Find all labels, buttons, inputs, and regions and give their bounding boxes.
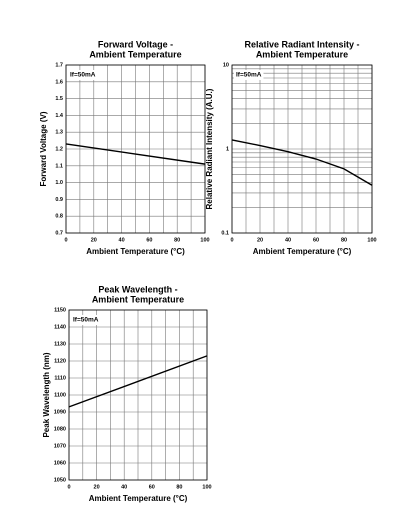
x-tick-label: 80 (174, 237, 180, 243)
annotation: If=50mA (236, 72, 262, 79)
x-axis-label: Ambient Temperature (°C) (86, 247, 185, 256)
x-tick-label: 0 (64, 237, 67, 243)
y-tick-label: 1140 (54, 324, 66, 330)
x-axis-label: Ambient Temperature (°C) (89, 494, 188, 503)
y-tick-label: 1 (226, 146, 229, 152)
x-tick-label: 0 (67, 484, 70, 490)
y-tick-label: 1.0 (55, 180, 63, 186)
chart-title: Ambient Temperature (256, 49, 348, 59)
y-tick-label: 1060 (54, 460, 66, 466)
x-tick-label: 100 (367, 237, 376, 243)
annotation: If=50mA (73, 317, 99, 324)
y-tick-label: 1.1 (55, 163, 63, 169)
y-axis-label: Relative Radiant Intensity (A.U.) (205, 88, 214, 209)
y-tick-label: 1.5 (55, 96, 63, 102)
chart-title: Forward Voltage - (98, 39, 173, 49)
x-tick-label: 80 (341, 237, 347, 243)
y-tick-label: 1050 (54, 477, 66, 483)
x-tick-label: 40 (121, 484, 127, 490)
chart-title: Ambient Temperature (92, 294, 184, 304)
y-axis-label: Forward Voltage (V) (39, 111, 48, 186)
chart-title: Relative Radiant Intensity - (244, 39, 359, 49)
annotation-bg (68, 70, 98, 80)
y-tick-label: 1.7 (55, 62, 63, 68)
x-axis-label: Ambient Temperature (°C) (253, 247, 352, 256)
y-tick-label: 0.8 (55, 214, 63, 220)
annotation-bg (234, 70, 264, 80)
y-tick-label: 1150 (54, 307, 66, 313)
data-line (68, 355, 208, 408)
x-tick-label: 100 (202, 484, 211, 490)
y-tick-label: 1080 (54, 426, 66, 432)
y-tick-label: 1130 (54, 341, 66, 347)
x-tick-label: 40 (285, 237, 291, 243)
x-tick-label: 80 (176, 484, 182, 490)
x-tick-label: 20 (91, 237, 97, 243)
x-tick-label: 60 (146, 237, 152, 243)
y-tick-label: 1.2 (55, 146, 63, 152)
y-tick-label: 0.9 (55, 197, 63, 203)
y-tick-label: 1.3 (55, 130, 63, 136)
chart-title: Peak Wavelength - (98, 284, 177, 294)
plot-frame (231, 64, 373, 234)
y-axis-label: Peak Wavelength (nm) (42, 352, 51, 437)
y-tick-label: 1120 (54, 358, 66, 364)
x-tick-label: 20 (94, 484, 100, 490)
y-tick-label: 0.1 (221, 230, 229, 236)
y-tick-label: 1100 (54, 392, 66, 398)
y-tick-label: 1110 (54, 375, 66, 381)
chart-title: Ambient Temperature (89, 49, 181, 59)
y-tick-label: 1090 (54, 409, 66, 415)
y-tick-label: 1.4 (55, 113, 64, 119)
x-tick-label: 100 (200, 237, 209, 243)
data-line (65, 143, 206, 165)
annotation-bg (71, 315, 101, 325)
y-tick-label: 10 (223, 62, 229, 68)
x-tick-label: 0 (230, 237, 233, 243)
data-line (231, 139, 373, 186)
x-tick-label: 20 (257, 237, 263, 243)
x-tick-label: 60 (149, 484, 155, 490)
y-tick-label: 1.6 (55, 79, 63, 85)
y-tick-label: 1070 (54, 443, 66, 449)
annotation: If=50mA (70, 72, 96, 79)
plot-frame (65, 64, 206, 234)
y-tick-label: 0.7 (55, 230, 63, 236)
plot-frame (68, 309, 208, 481)
x-tick-label: 40 (119, 237, 125, 243)
x-tick-label: 60 (313, 237, 319, 243)
